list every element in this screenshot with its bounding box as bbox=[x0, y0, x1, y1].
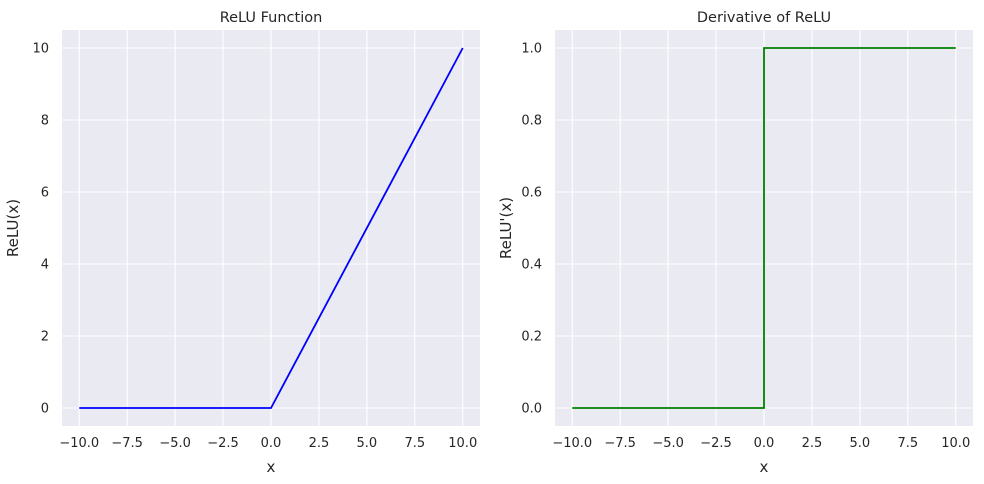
chart-title: Derivative of ReLU bbox=[697, 10, 831, 26]
chart-2: −10.0 −7.5 −5.0 −2.5 0.0 2.5 5.0 7.5 10.0 0.0 0.2 0… bbox=[497, 10, 973, 476]
x-tick-label: −2.5 bbox=[700, 436, 732, 451]
x-tick-label: 2.5 bbox=[309, 436, 330, 451]
x-tick-label: 10.0 bbox=[941, 436, 970, 451]
x-tick-label: 10.0 bbox=[448, 436, 477, 451]
y-tick-label: 2 bbox=[41, 330, 49, 345]
x-tick-label: −7.5 bbox=[111, 436, 143, 451]
x-tick-label: −5.0 bbox=[652, 436, 684, 451]
x-tick-label: −2.5 bbox=[207, 436, 239, 451]
y-tick-label: 1.0 bbox=[521, 42, 542, 57]
y-tick-label: 6 bbox=[41, 186, 49, 201]
x-tick-label: −10.0 bbox=[552, 436, 592, 451]
x-tick-label: 7.5 bbox=[897, 436, 918, 451]
x-tick-label: −7.5 bbox=[604, 436, 636, 451]
y-tick-label: 8 bbox=[41, 114, 49, 129]
y-tick-label: 10 bbox=[32, 42, 49, 57]
y-tick-label: 0.0 bbox=[521, 402, 542, 417]
y-tick-label: 0.8 bbox=[521, 114, 542, 129]
chart-1: −10.0 −7.5 −5.0 −2.5 0.0 2.5 5.0 7.5 10.0 0 2 4 6 8 10… bbox=[4, 10, 480, 476]
x-tick-label: 5.0 bbox=[357, 436, 378, 451]
x-tick-label: 0.0 bbox=[261, 436, 282, 451]
x-axis-label: x bbox=[760, 458, 769, 476]
x-tick-label: 7.5 bbox=[404, 436, 425, 451]
y-tick-label: 0 bbox=[41, 402, 49, 417]
x-tick-label: 2.5 bbox=[802, 436, 823, 451]
chart-title: ReLU Function bbox=[220, 10, 323, 26]
series-line bbox=[79, 47, 464, 409]
x-axis-label: x bbox=[267, 458, 276, 476]
x-tick-label: −10.0 bbox=[59, 436, 99, 451]
y-tick-label: 0.6 bbox=[521, 186, 542, 201]
x-tick-label: 0.0 bbox=[754, 436, 775, 451]
y-axis-label: ReLU(x) bbox=[4, 199, 22, 257]
y-tick-label: 0.2 bbox=[521, 330, 542, 345]
x-tick-label: −5.0 bbox=[159, 436, 191, 451]
series-line bbox=[572, 47, 956, 409]
y-tick-label: 0.4 bbox=[521, 258, 542, 273]
x-tick-label: 5.0 bbox=[850, 436, 871, 451]
y-tick-label: 4 bbox=[41, 258, 49, 273]
y-axis-label: ReLU'(x) bbox=[497, 197, 515, 259]
